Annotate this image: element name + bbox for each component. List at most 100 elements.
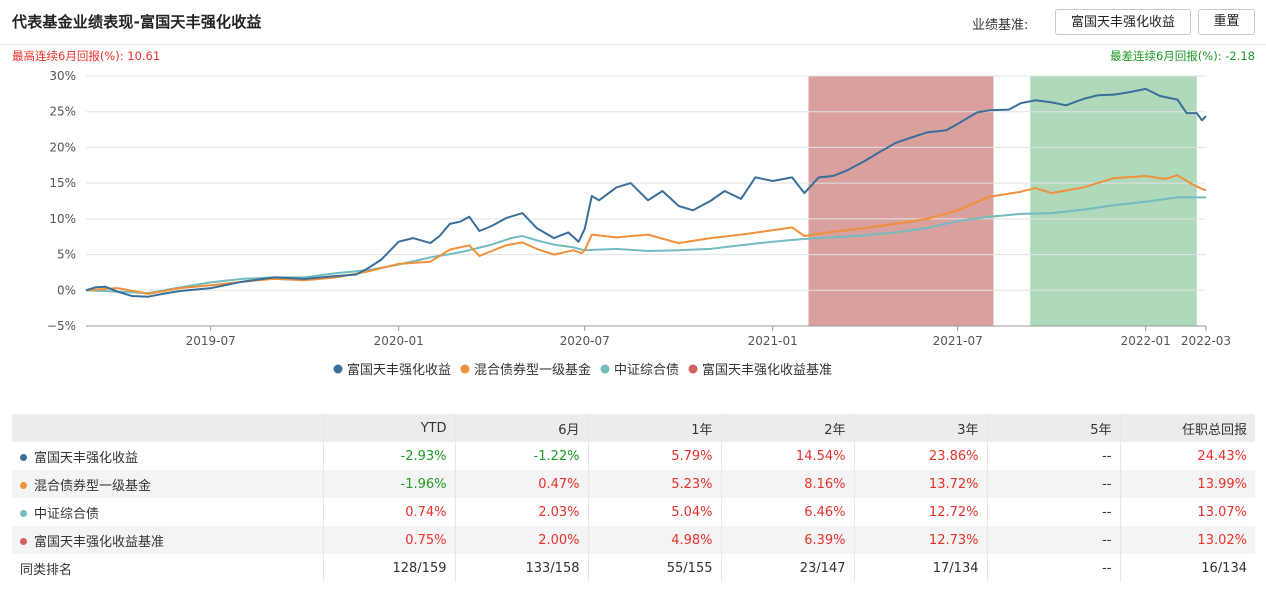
table-header-ytd: YTD <box>322 414 455 442</box>
table-header-2y: 2年 <box>720 414 854 442</box>
value-cell: 23/147 <box>720 554 854 582</box>
value-cell: 12.73% <box>853 526 987 554</box>
value-cell: 5.79% <box>587 442 721 470</box>
y-tick-label: 30% <box>49 69 76 83</box>
row-name: 同类排名 <box>20 562 73 578</box>
value-cell: 13.02% <box>1119 526 1255 554</box>
value-cell: 2.00% <box>454 526 588 554</box>
x-tick-label: 2021-07 <box>933 334 983 348</box>
value-cell: 128/159 <box>322 554 455 582</box>
y-tick-label: 0% <box>57 283 76 297</box>
x-tick-label: 2021-01 <box>748 334 798 348</box>
value-cell: -- <box>986 526 1120 554</box>
series-dot-icon <box>20 537 27 545</box>
table-row: 富国天丰强化收益基准 0.75% 2.00% 4.98% 6.39% 12.73% -- 13… <box>12 526 1255 554</box>
legend-marker <box>600 364 610 374</box>
x-tick-label: 2022-03 <box>1181 334 1231 348</box>
value-cell: 2.03% <box>454 498 588 526</box>
table-row: 中证综合债 0.74% 2.03% 5.04% 6.46% 12.72% -- 13.07% <box>12 498 1255 526</box>
x-tick-label: 2019-07 <box>186 334 236 348</box>
benchmark-select[interactable]: 富国天丰强化收益 <box>1055 9 1191 35</box>
legend-marker <box>688 364 698 374</box>
row-name-cell: 富国天丰强化收益基准 <box>12 526 323 554</box>
y-tick-label: 5% <box>57 248 76 262</box>
table-row: 富国天丰强化收益 -2.93% -1.22% 5.79% 14.54% 23.86% -- 2… <box>12 442 1255 470</box>
legend-marker <box>333 364 343 374</box>
value-cell: 24.43% <box>1119 442 1255 470</box>
row-name: 富国天丰强化收益 <box>34 450 139 466</box>
series-line-1 <box>85 87 1207 298</box>
value-cell: -- <box>986 470 1120 498</box>
value-cell: 23.86% <box>853 442 987 470</box>
reset-button[interactable]: 重置 <box>1198 9 1255 35</box>
row-name-cell: 中证综合债 <box>12 498 323 526</box>
y-tick-label: 20% <box>49 140 76 154</box>
table-header-row: YTD 6月 1年 2年 3年 5年 任职总回报 <box>12 414 1255 442</box>
value-cell: 4.98% <box>587 526 721 554</box>
table-header-1y: 1年 <box>587 414 721 442</box>
value-cell: -- <box>986 498 1120 526</box>
value-cell: -2.93% <box>322 442 455 470</box>
value-cell: -1.96% <box>322 470 455 498</box>
worst-period-band <box>1030 76 1197 326</box>
series-line-2 <box>85 174 1207 295</box>
legend-label: 中证综合债 <box>614 363 679 378</box>
value-cell: 0.74% <box>322 498 455 526</box>
performance-chart[interactable]: −5% 0% 5% 10% 15% 20% 25% 30% 2019-07 2020-01 2020… <box>0 62 1266 392</box>
value-cell: 0.75% <box>322 526 455 554</box>
min-return-label: 最差连续6月回报(%): -2.18 <box>1109 49 1255 63</box>
returns-table: YTD 6月 1年 2年 3年 5年 任职总回报 富国天丰强化收益 -2.93% -… <box>12 414 1255 582</box>
page-title: 代表基金业绩表现-富国天丰强化收益 <box>12 13 262 31</box>
table-row: 混合债券型一级基金 -1.96% 0.47% 5.23% 8.16% 13.72% -- 13… <box>12 470 1255 498</box>
value-cell: 6.39% <box>720 526 854 554</box>
row-name: 混合债券型一级基金 <box>34 478 152 494</box>
value-cell: -- <box>986 442 1120 470</box>
value-cell: 13.72% <box>853 470 987 498</box>
table-header-3y: 3年 <box>853 414 987 442</box>
row-name: 富国天丰强化收益基准 <box>34 534 165 550</box>
max-return-label: 最高连续6月回报(%): 10.61 <box>12 49 161 63</box>
value-cell: -1.22% <box>454 442 588 470</box>
legend-label: 富国天丰强化收益 <box>347 362 451 378</box>
series-dot-icon <box>20 453 27 461</box>
legend-label: 富国天丰强化收益基准 <box>702 362 832 378</box>
best-period-band <box>808 76 994 326</box>
legend-label: 混合债券型一级基金 <box>474 362 591 378</box>
row-name-cell: 混合债券型一级基金 <box>12 470 323 498</box>
table-header-total: 任职总回报 <box>1119 414 1255 442</box>
value-cell: 6.46% <box>720 498 854 526</box>
x-tick-label: 2022-01 <box>1121 334 1171 348</box>
panel-header: 代表基金业绩表现-富国天丰强化收益 业绩基准: 富国天丰强化收益 重置 <box>0 0 1266 45</box>
value-cell: 12.72% <box>853 498 987 526</box>
table-header-5y: 5年 <box>986 414 1120 442</box>
value-cell: 5.04% <box>587 498 721 526</box>
y-tick-label: 25% <box>49 105 76 119</box>
y-tick-label: −5% <box>47 319 76 333</box>
y-tick-label: 15% <box>49 176 76 190</box>
value-cell: 133/158 <box>454 554 588 582</box>
benchmark-label: 业绩基准: <box>972 18 1029 33</box>
row-name: 中证综合债 <box>34 506 100 522</box>
value-cell: 0.47% <box>454 470 588 498</box>
value-cell: 13.07% <box>1119 498 1255 526</box>
value-cell: 8.16% <box>720 470 854 498</box>
series-dot-icon <box>20 509 27 517</box>
series-dot-icon <box>20 481 27 489</box>
value-cell: -- <box>986 554 1120 582</box>
value-cell: 17/134 <box>853 554 987 582</box>
row-name-cell: 富国天丰强化收益 <box>12 442 323 470</box>
table-header-name <box>12 414 323 442</box>
value-cell: 55/155 <box>587 554 721 582</box>
table-header-6m: 6月 <box>454 414 588 442</box>
y-tick-label: 10% <box>49 212 76 226</box>
value-cell: 16/134 <box>1119 554 1255 582</box>
legend-marker <box>460 364 470 374</box>
value-cell: 14.54% <box>720 442 854 470</box>
x-tick-label: 2020-01 <box>374 334 424 348</box>
table-row: 同类排名 128/159 133/158 55/155 23/147 17/134 -- 16… <box>12 554 1255 582</box>
value-cell: 13.99% <box>1119 470 1255 498</box>
row-name-cell: 同类排名 <box>12 554 323 582</box>
x-tick-label: 2020-07 <box>560 334 610 348</box>
value-cell: 5.23% <box>587 470 721 498</box>
